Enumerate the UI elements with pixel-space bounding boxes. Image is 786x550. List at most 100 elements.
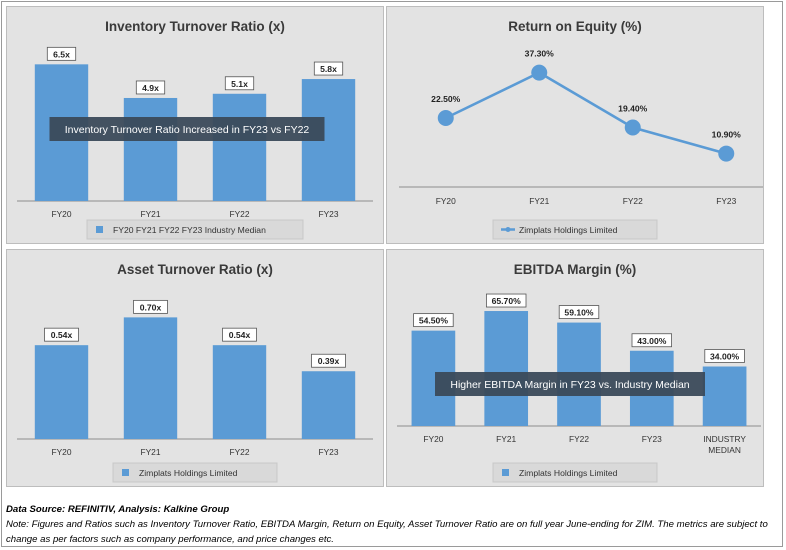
data-label: 0.39x [318, 356, 340, 366]
legend-box [86, 219, 304, 240]
legend-label: Zimplats Holdings Limited [139, 468, 238, 478]
x-tick-label: FY23 [716, 196, 736, 206]
x-tick-label-line: FY20 [51, 447, 71, 457]
x-tick-label: FY22 [569, 434, 589, 444]
x-tick-label-line: FY21 [140, 209, 160, 219]
data-label: 0.54x [229, 330, 251, 340]
x-tick-label: FY21 [496, 434, 516, 444]
x-tick-label: FY23 [318, 209, 338, 219]
data-label: 19.40% [618, 104, 648, 114]
bar [702, 366, 747, 426]
data-label-box [486, 293, 527, 308]
legend-box [112, 462, 278, 483]
data-label: 5.8x [320, 64, 337, 74]
return-on-equity-chart: Return on Equity (%) 22.50% FY20 37.30% FY21… [386, 6, 764, 244]
bar [212, 345, 267, 439]
data-label-box [704, 349, 745, 363]
data-label-box [133, 299, 168, 314]
footer: Data Source: REFINITIV, Analysis: Kalkin… [6, 502, 780, 547]
data-label-box [631, 333, 672, 348]
x-tick-label-line: FY20 [423, 434, 443, 444]
asset-turnover-svg: Asset Turnover Ratio (x) 0.54x FY20 0.70x FY… [17, 262, 373, 483]
x-tick-label-line: INDUSTRY [703, 434, 746, 444]
chart-title: Inventory Turnover Ratio (x) [105, 19, 285, 34]
data-point [531, 64, 548, 81]
x-tick-label: FY21 [140, 209, 160, 219]
data-label-box [413, 313, 454, 328]
x-tick-label: FY20 [436, 196, 456, 206]
data-point [437, 110, 454, 126]
legend-label: Zimplats Holdings Limited [519, 225, 618, 235]
x-tick-label-line: FY21 [496, 434, 516, 444]
ebitda-margin-chart: EBITDA Margin (%) 54.50% FY20 65.70% FY21 59.… [386, 249, 764, 487]
legend-label: FY20 FY21 FY22 FY23 Industry Median [113, 225, 266, 235]
x-tick-label-line: FY22 [569, 434, 589, 444]
data-label-box [222, 327, 257, 342]
bar [212, 93, 267, 201]
data-label-box [224, 76, 255, 91]
data-label: 22.50% [431, 94, 461, 104]
ebitda-margin-svg: EBITDA Margin (%) 54.50% FY20 65.70% FY21 59.… [397, 262, 761, 483]
annotation-text: Inventory Turnover Ratio Increased in FY… [65, 124, 310, 136]
data-label: 0.54x [51, 330, 73, 340]
data-label-box [558, 305, 600, 319]
x-tick-label-line: FY23 [318, 209, 338, 219]
legend-swatch [122, 469, 129, 476]
legend-box [492, 462, 658, 483]
data-label: 34.00% [710, 352, 740, 362]
x-tick-label-line: FY21 [140, 447, 160, 457]
note-text: Note: Figures and Ratios such as Invento… [6, 519, 768, 545]
data-label-box [46, 46, 77, 61]
x-tick-label: FY20 [51, 209, 71, 219]
x-tick-label-line: FY22 [229, 209, 249, 219]
data-label: 59.10% [564, 308, 594, 318]
data-label: 65.70% [492, 296, 522, 306]
x-tick-label: INDUSTRY MEDIAN [703, 434, 746, 455]
x-tick-label: FY21 [529, 196, 549, 206]
legend-swatch [502, 469, 509, 476]
data-label: 4.9x [142, 83, 159, 93]
annotation-box [435, 372, 705, 396]
inventory-turnover-svg: Inventory Turnover Ratio (x) 6.5x FY20 4.9x… [17, 19, 373, 240]
x-tick-label: FY23 [642, 434, 662, 444]
bar [484, 311, 529, 426]
x-tick-label: FY21 [140, 447, 160, 457]
data-label-box [44, 327, 79, 342]
x-tick-label: FY20 [423, 434, 443, 444]
annotation-box [49, 117, 325, 141]
x-tick-label-line: FY22 [229, 447, 249, 457]
data-label: 43.00% [637, 336, 667, 346]
chart-title: Asset Turnover Ratio (x) [117, 262, 273, 277]
data-label: 0.70x [140, 302, 162, 312]
data-label-box [135, 80, 166, 95]
chart-title: EBITDA Margin (%) [514, 262, 637, 277]
x-tick-label: FY23 [318, 447, 338, 457]
data-label: 5.1x [231, 79, 248, 89]
bar [123, 97, 178, 201]
chart-title: Return on Equity (%) [508, 19, 642, 34]
inventory-turnover-chart: Inventory Turnover Ratio (x) 6.5x FY20 4.9x… [6, 6, 384, 244]
return-on-equity-svg: Return on Equity (%) 22.50% FY20 37.30% FY21… [399, 19, 763, 240]
x-tick-label-line: MEDIAN [708, 445, 741, 455]
data-label-box [313, 61, 344, 76]
x-tick-label-line: FY23 [642, 434, 662, 444]
legend-swatch [96, 226, 103, 233]
asset-turnover-chart: Asset Turnover Ratio (x) 0.54x FY20 0.70x FY… [6, 249, 384, 487]
x-tick-label-line: FY20 [51, 209, 71, 219]
x-tick-label-line: FY23 [318, 447, 338, 457]
legend-marker-swatch [505, 227, 511, 232]
series-line [445, 71, 727, 155]
x-tick-label: FY22 [229, 209, 249, 219]
annotation-text: Higher EBITDA Margin in FY23 vs. Industr… [450, 379, 689, 391]
data-source-text: Data Source: REFINITIV, Analysis: Kalkin… [6, 504, 230, 515]
bar [123, 317, 178, 439]
data-point [718, 145, 735, 162]
data-label: 54.50% [419, 316, 449, 326]
legend-box [492, 219, 658, 240]
x-tick-label: FY22 [623, 196, 643, 206]
data-label: 37.30% [525, 49, 555, 59]
x-tick-label: FY22 [229, 447, 249, 457]
bar [301, 371, 356, 439]
data-point [624, 119, 641, 136]
data-label: 10.90% [712, 130, 742, 140]
